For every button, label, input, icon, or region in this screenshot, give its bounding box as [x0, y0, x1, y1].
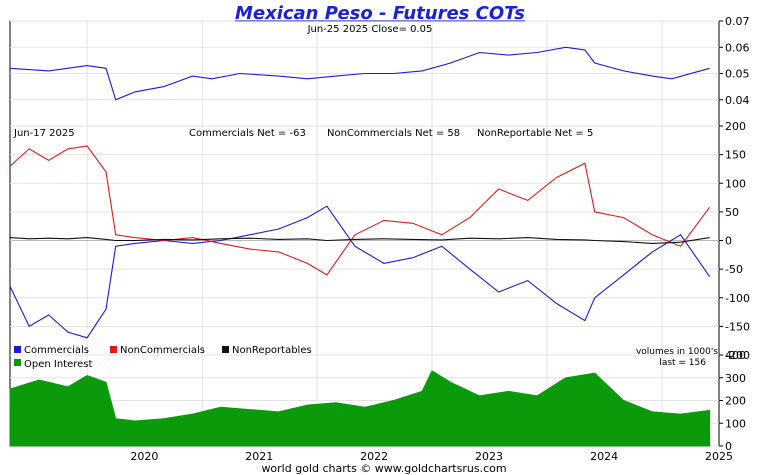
volumes-note: volumes in 1000's — [636, 347, 718, 357]
tick-layer: 2020 2021 2022 2023 2024 2025 0.07 0.06 0.05 0.04… — [130, 15, 750, 463]
legend-label-commercials: Commercials — [24, 345, 89, 356]
price-header: Jun-25 2025 Close= 0.05 — [307, 24, 433, 35]
series-area-open-interest — [9, 370, 711, 447]
x-tick-label-2025: 2025 — [705, 450, 733, 463]
y-tick-label-2-100: 100 — [725, 417, 746, 430]
y-tick-label-1--200: -200 — [725, 349, 750, 362]
y-tick-label-1-0: 0 — [725, 235, 732, 248]
series-line-commercials — [9, 205, 711, 339]
y-tick-label-1-50: 50 — [725, 206, 739, 219]
legend-swatch-nonreportables — [222, 346, 229, 353]
x-tick-label-2024: 2024 — [590, 450, 618, 463]
x-tick-label-2022: 2022 — [360, 450, 388, 463]
legend-label-noncommercials: NonCommercials — [120, 345, 205, 356]
y-tick-label-2-200: 200 — [725, 395, 746, 408]
y-tick-label-1-100: 100 — [725, 177, 746, 190]
x-tick-label-2021: 2021 — [245, 450, 273, 463]
grid-layer — [10, 20, 719, 447]
series-layer — [9, 46, 711, 447]
y-tick-label-1--100: -100 — [725, 292, 750, 305]
y-tick-label-0-0.05: 0.05 — [725, 68, 750, 81]
legend-swatch-open-interest — [14, 359, 21, 366]
series-line-price — [9, 46, 710, 101]
y-tick-label-1--150: -150 — [725, 320, 750, 333]
cot-header-commercials: Commercials Net = -63 — [189, 128, 306, 139]
y-tick-label-2-400: 400 — [725, 349, 746, 362]
y-tick-label-0-0.04: 0.04 — [725, 94, 750, 107]
y-tick-label-2-300: 300 — [725, 372, 746, 385]
footer-credit: world gold charts © www.goldchartsrus.co… — [261, 462, 506, 475]
legend-label-open-interest: Open Interest — [24, 359, 93, 370]
y-tick-label-2-0: 0 — [725, 440, 732, 453]
y-tick-label-1-200: 200 — [725, 120, 746, 133]
y-tick-label-1-150: 150 — [725, 149, 746, 162]
x-tick-label-2020: 2020 — [130, 450, 158, 463]
y-tick-label-0-0.07: 0.07 — [725, 15, 750, 28]
legend-swatch-noncommercials — [110, 346, 117, 353]
legend-label-nonreportables: NonReportables — [232, 345, 312, 356]
legend-swatch-commercials — [14, 346, 21, 353]
series-line-nonreportables — [9, 237, 710, 244]
last-note: last = 156 — [659, 358, 706, 368]
cot-header-nonreportables: NonReportable Net = 5 — [477, 128, 593, 139]
cot-header-date: Jun-17 2025 — [13, 128, 75, 139]
y-tick-label-1--50: -50 — [725, 263, 743, 276]
cot-header-noncommercials: NonCommercials Net = 58 — [327, 128, 460, 139]
chart-title: Mexican Peso - Futures COTs — [235, 3, 525, 24]
x-tick-label-2023: 2023 — [475, 450, 503, 463]
y-tick-label-0-0.06: 0.06 — [725, 41, 750, 54]
series-line-noncommercials — [9, 145, 711, 276]
